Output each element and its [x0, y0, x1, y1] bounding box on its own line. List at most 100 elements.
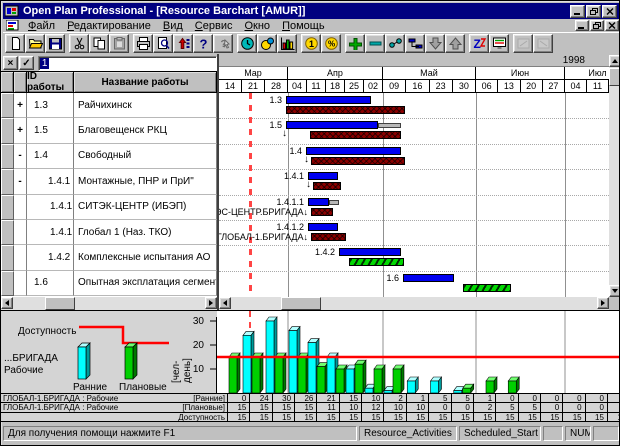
- menu-item-4[interactable]: Сервис: [194, 19, 233, 32]
- menu-item-5[interactable]: Окно: [244, 19, 271, 32]
- cell-activity-id[interactable]: 1.5: [27, 118, 74, 144]
- cell-activity-name[interactable]: Глобал 1 (Наз. ТКО): [74, 219, 217, 246]
- link-activities-button[interactable]: [385, 34, 405, 53]
- confirm-edit-button[interactable]: ✓: [18, 56, 34, 70]
- cell-activity-id[interactable]: 1.3: [27, 93, 74, 119]
- row-selector[interactable]: [1, 270, 14, 297]
- help-button[interactable]: ?: [193, 34, 213, 53]
- outline-toggle[interactable]: -: [14, 169, 27, 195]
- table-scroll-left-button[interactable]: [1, 297, 13, 309]
- scroll-up-button[interactable]: [609, 55, 619, 67]
- resource-analysis-button[interactable]: [257, 34, 277, 53]
- cell-activity-name[interactable]: Райчихинск: [74, 93, 217, 119]
- copy-button[interactable]: [89, 34, 109, 53]
- delete-activity-button[interactable]: [365, 34, 385, 53]
- time-analysis-button[interactable]: [237, 34, 257, 53]
- restore-button[interactable]: [586, 4, 601, 18]
- gantt-bar-current[interactable]: [339, 248, 401, 257]
- cell-activity-id[interactable]: 1.4.1: [27, 169, 74, 195]
- menu-item-1[interactable]: Файл: [28, 19, 56, 32]
- cell-activity-id[interactable]: 1.4.2: [27, 245, 74, 271]
- resource-chart-button[interactable]: [277, 34, 297, 53]
- views-button[interactable]: [489, 34, 509, 53]
- save-button[interactable]: [45, 34, 65, 53]
- gantt-bar-current[interactable]: [286, 96, 371, 104]
- gantt-scroll-right-button[interactable]: [597, 297, 609, 309]
- cut-button[interactable]: [69, 34, 89, 53]
- outline-toggle[interactable]: [14, 219, 27, 246]
- outline-toggle[interactable]: -: [14, 143, 27, 170]
- cost-button[interactable]: 1: [301, 34, 321, 53]
- cell-activity-name[interactable]: Благовещенск РКЦ: [74, 118, 217, 144]
- row-selector[interactable]: [1, 93, 14, 119]
- vertical-scroll-thumb[interactable]: [609, 68, 619, 86]
- row-selector[interactable]: [1, 169, 14, 195]
- gantt-bar-float[interactable]: [329, 199, 339, 205]
- outline-toggle[interactable]: +: [14, 118, 27, 144]
- column-header-id[interactable]: ID работы: [27, 71, 74, 93]
- outline-toggle[interactable]: [14, 194, 27, 220]
- cancel-edit-button[interactable]: ×: [3, 56, 18, 70]
- row-selector[interactable]: [1, 245, 14, 271]
- cell-activity-id[interactable]: 1.4.1: [27, 219, 74, 246]
- cell-activity-id[interactable]: 1.6: [27, 270, 74, 297]
- percent-complete-button[interactable]: %: [321, 34, 341, 53]
- add-activity-button[interactable]: [345, 34, 365, 53]
- gantt-horizontal-scrollbar[interactable]: [219, 297, 609, 310]
- gantt-scroll-thumb[interactable]: [281, 297, 321, 310]
- child-minimize-button[interactable]: [575, 20, 589, 31]
- cell-activity-id[interactable]: 1.4: [27, 143, 74, 170]
- gantt-bar-current[interactable]: [308, 197, 329, 206]
- gantt-vertical-scrollbar[interactable]: [609, 55, 619, 297]
- row-selector[interactable]: [1, 219, 14, 246]
- gantt-bar-baseline[interactable]: [311, 233, 346, 241]
- edit-input[interactable]: 1: [37, 55, 217, 71]
- menu-item-6[interactable]: Помощь: [282, 19, 325, 32]
- gantt-bar-current[interactable]: [403, 273, 454, 282]
- outline-demote-button[interactable]: [425, 34, 445, 53]
- child-restore-button[interactable]: [590, 20, 604, 31]
- minimize-button[interactable]: [570, 4, 585, 18]
- menu-item-3[interactable]: Вид: [162, 19, 183, 32]
- table-scroll-thumb[interactable]: [45, 297, 75, 310]
- table-scroll-right-button[interactable]: [205, 297, 217, 309]
- gantt-bar-baseline[interactable]: [313, 182, 341, 191]
- gantt-bar-baseline-green[interactable]: [463, 283, 511, 292]
- row-selector[interactable]: [1, 118, 14, 144]
- column-header-name[interactable]: Название работы: [74, 72, 217, 92]
- row-selector[interactable]: [1, 194, 14, 220]
- gantt-bar-baseline[interactable]: [286, 106, 405, 114]
- outline-toggle[interactable]: +: [14, 93, 27, 119]
- menu-item-2[interactable]: Редактирование: [67, 19, 151, 32]
- unlink-activities-button[interactable]: [405, 34, 425, 53]
- close-button[interactable]: [602, 4, 617, 18]
- open-button[interactable]: [25, 34, 45, 53]
- table-horizontal-scrollbar[interactable]: [1, 297, 217, 310]
- gantt-bar-current[interactable]: [306, 146, 401, 155]
- gantt-bar-baseline[interactable]: [311, 156, 405, 165]
- print-button[interactable]: [133, 34, 153, 53]
- child-close-button[interactable]: [605, 20, 619, 31]
- outline-toggle[interactable]: [14, 245, 27, 271]
- gantt-bar-baseline-green[interactable]: [349, 258, 404, 267]
- cell-activity-name[interactable]: Свободный: [74, 143, 217, 170]
- scroll-down-button[interactable]: [609, 285, 619, 297]
- cell-activity-id[interactable]: 1.4.1: [27, 194, 74, 220]
- sort-button[interactable]: Z: [469, 34, 489, 53]
- print-preview-button[interactable]: [153, 34, 173, 53]
- cell-activity-name[interactable]: Монтажные, ПНР и ПрИ": [74, 169, 217, 195]
- cell-activity-name[interactable]: Комплексные испытания АО: [74, 245, 217, 271]
- gantt-scroll-left-button[interactable]: [219, 297, 231, 309]
- gantt-bar-float[interactable]: [378, 123, 401, 129]
- gantt-bar-baseline[interactable]: [311, 207, 333, 216]
- row-selector[interactable]: [1, 143, 14, 170]
- pane-splitter[interactable]: [217, 54, 219, 310]
- document-icon[interactable]: [6, 20, 19, 31]
- gantt-bar-current[interactable]: [308, 223, 338, 231]
- cell-activity-name[interactable]: СИТЭК-ЦЕНТР (ИБЭП): [74, 194, 217, 220]
- gantt-bar-baseline[interactable]: [310, 131, 401, 140]
- new-button[interactable]: [5, 34, 25, 53]
- gantt-bar-current[interactable]: [308, 172, 338, 181]
- gantt-bar-current[interactable]: [286, 121, 378, 130]
- cell-activity-name[interactable]: Опытная эксплатация сегмента: [74, 270, 217, 297]
